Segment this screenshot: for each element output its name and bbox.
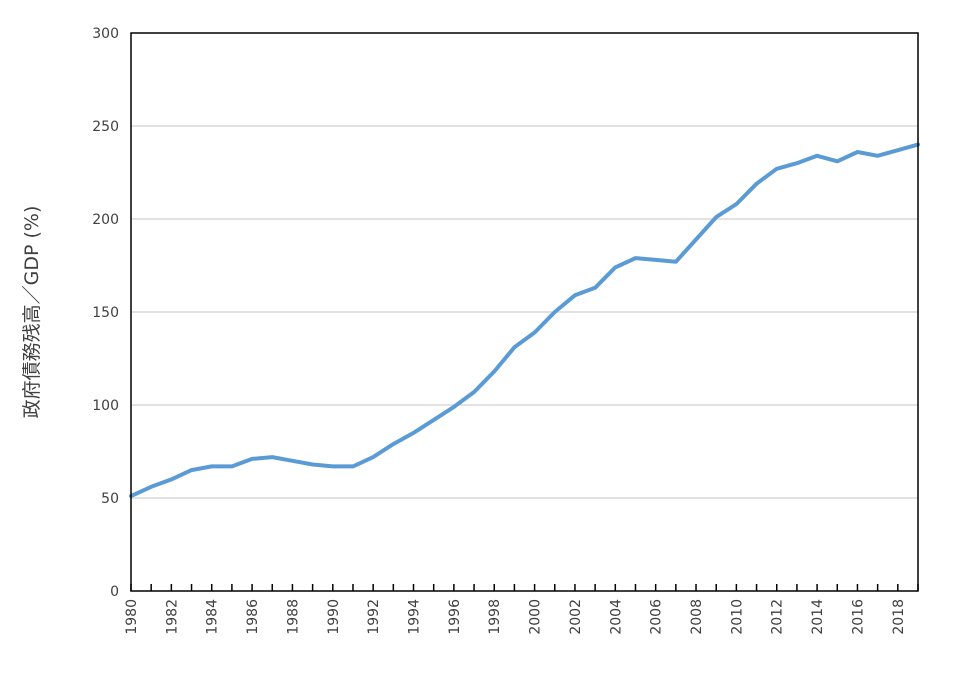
x-tick-label: 1992 [366, 599, 382, 635]
series-line [129, 142, 920, 499]
x-tick-label: 2008 [689, 599, 705, 635]
y-tick-label: 250 [92, 119, 119, 135]
x-tick-label: 2002 [568, 599, 584, 635]
x-tick-label: 1990 [326, 599, 342, 635]
y-tick-label: 300 [92, 26, 119, 42]
x-tick-label: 1980 [124, 599, 140, 635]
x-tick-label: 1998 [487, 599, 503, 635]
x-tick-label: 1982 [164, 599, 180, 635]
x-tick-label: 2012 [770, 599, 786, 635]
x-tick-label: 2018 [891, 599, 907, 635]
x-tick-label: 1988 [285, 599, 301, 635]
y-tick-label: 200 [92, 212, 119, 228]
y-tick-label: 0 [110, 584, 119, 600]
x-tick-label: 1984 [205, 599, 221, 635]
x-tick-label: 2016 [850, 599, 866, 635]
x-tick-label: 2000 [528, 599, 544, 635]
y-axis-ticks: 0 50 100 150 200 250 300 [92, 26, 119, 600]
x-tick-label: 2004 [608, 599, 624, 635]
y-tick-label: 100 [92, 398, 119, 414]
x-tick-label: 2006 [649, 599, 665, 635]
plot-area-frame [130, 32, 919, 592]
y-axis-label: 政府債務残高／GDP (%) [21, 206, 43, 419]
x-tick-label: 1996 [447, 599, 463, 635]
x-tick-label: 1986 [245, 599, 261, 635]
x-tick-label: 2014 [810, 599, 826, 635]
y-tick-label: 150 [92, 305, 119, 321]
gridlines [131, 125, 918, 499]
x-axis-ticks: 1980 1982 1984 1986 1988 1990 1992 1994 1996 1998… [124, 584, 919, 635]
y-tick-label: 50 [101, 491, 119, 507]
x-tick-label: 1994 [407, 599, 423, 635]
x-tick-label: 2010 [729, 599, 745, 635]
